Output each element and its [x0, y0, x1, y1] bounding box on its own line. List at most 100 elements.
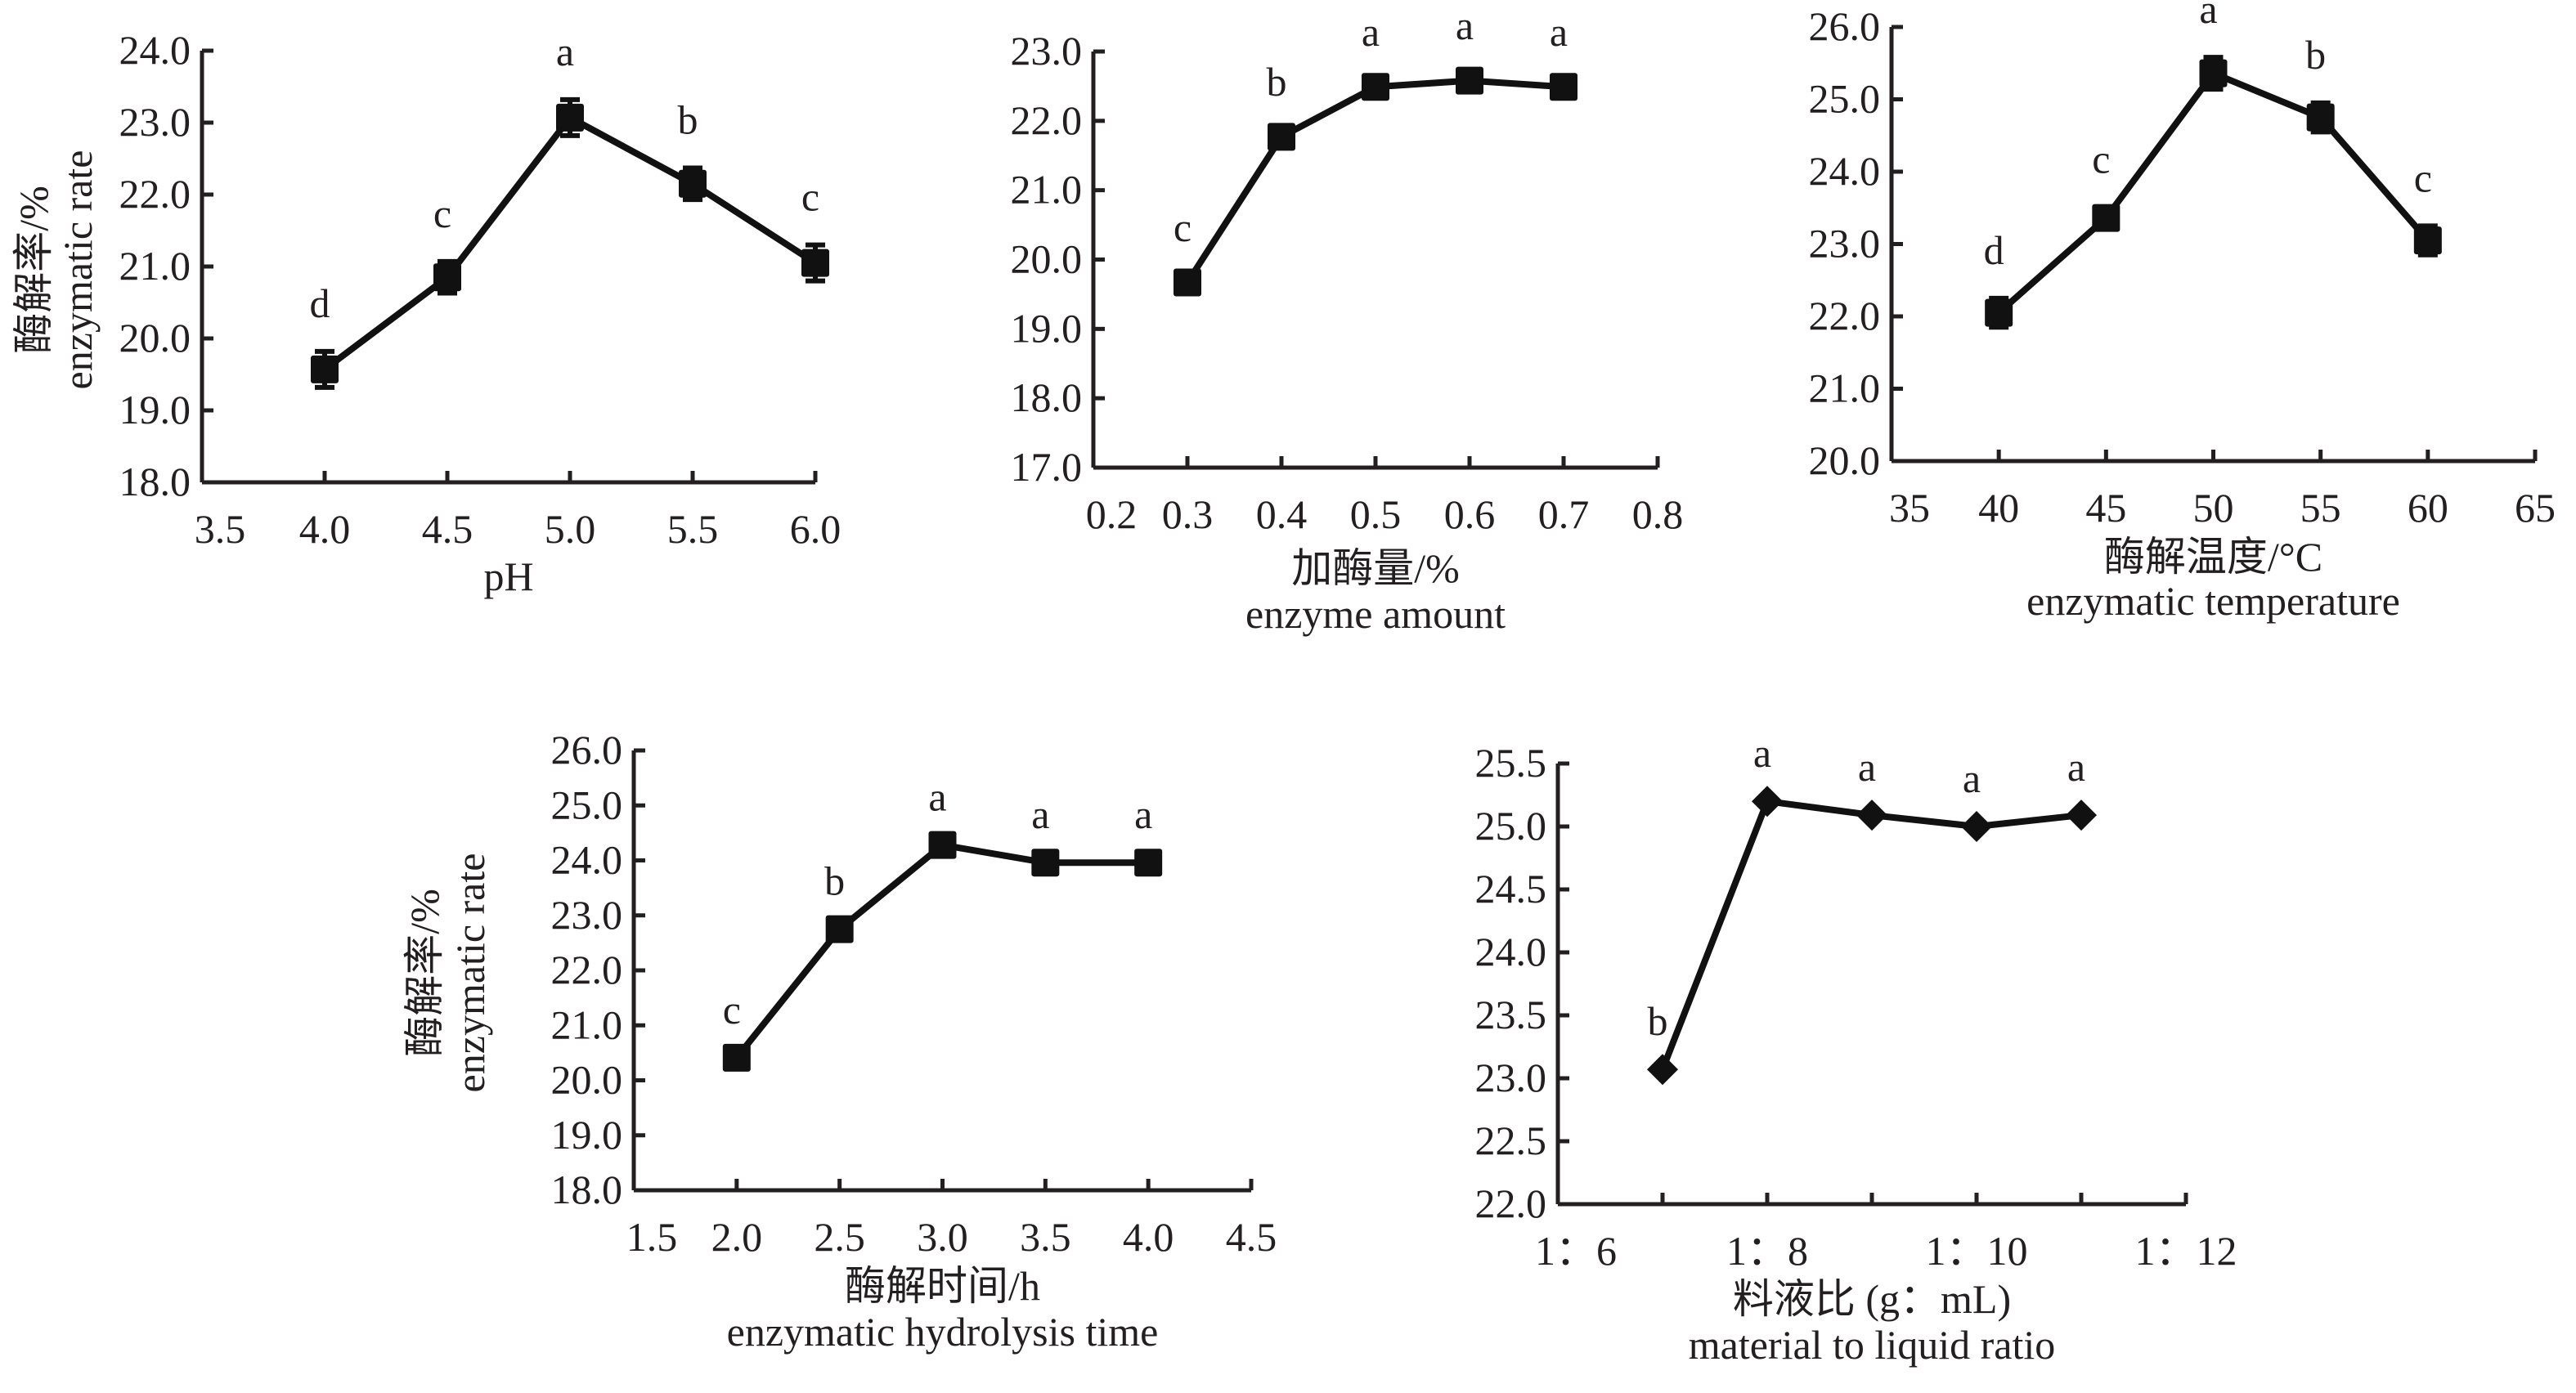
- y-tick-label: 22.0: [1475, 1180, 1547, 1226]
- y-tick-label: 25.0: [1809, 76, 1881, 122]
- significance-letter: c: [2092, 136, 2110, 181]
- series-line: [1184, 77, 1564, 284]
- data-point: [1856, 800, 1887, 831]
- y-tick-label: 18.0: [119, 459, 191, 504]
- significance-letter: c: [723, 987, 741, 1032]
- significance-letter: a: [1963, 755, 1981, 801]
- y-tick-label: 20.0: [1809, 437, 1881, 483]
- significance-letter: c: [801, 174, 819, 220]
- x-tick-label: 0.3: [1162, 491, 1214, 537]
- y-tick-label: 24.5: [1475, 866, 1547, 911]
- y-axis-title-cn: 酶解率/%: [11, 186, 56, 354]
- significance-letter: c: [433, 190, 451, 236]
- data-point: [1362, 73, 1389, 101]
- x-tick-label: 0.6: [1444, 491, 1496, 537]
- x-tick-label: 1.5: [626, 1214, 678, 1260]
- significance-letter: c: [1174, 204, 1192, 250]
- x-tick-label: 40: [1978, 485, 2019, 531]
- y-tick-label: 21.0: [551, 1001, 623, 1047]
- y-tick-label: 22.0: [119, 171, 191, 217]
- data-point: [1985, 298, 2013, 327]
- y-tick-label: 21.0: [119, 243, 191, 289]
- data-point: [311, 355, 339, 383]
- data-point: [1456, 66, 1483, 95]
- x-axis-title-en: enzymatic temperature: [2026, 578, 2400, 624]
- x-tick-label: 5.5: [667, 506, 719, 552]
- data-point: [2066, 800, 2097, 831]
- y-tick-label: 19.0: [1011, 305, 1083, 351]
- y-tick-label: 23.0: [551, 892, 623, 938]
- significance-letter: a: [1456, 2, 1474, 48]
- y-tick-label: 23.5: [1475, 992, 1547, 1037]
- chart-ph: 18.0 19.0 20.0 21.0 22.0 23.0 24.0 3.5 4.0 4.5 5.0…: [11, 27, 841, 599]
- y-tick-label: 22.0: [1011, 97, 1083, 143]
- significance-letter: b: [678, 96, 698, 142]
- y-tick-label: 24.0: [1475, 929, 1547, 974]
- x-tick-label: 65: [2515, 485, 2556, 531]
- x-tick-label: 3.0: [917, 1214, 968, 1260]
- x-axis-title-cn: 酶解温度/°C: [2104, 534, 2322, 580]
- x-tick-label: 50: [2193, 485, 2234, 531]
- y-tick-label: 20.0: [551, 1057, 623, 1103]
- data-point: [679, 169, 707, 198]
- significance-letter: a: [1134, 791, 1152, 837]
- x-tick-label: 4.0: [299, 506, 351, 552]
- series-line: [1996, 69, 2430, 316]
- x-tick-label: 2.0: [711, 1214, 763, 1260]
- data-point: [1134, 849, 1163, 877]
- y-tick-label: 20.0: [119, 315, 191, 361]
- x-tick-label: 55: [2300, 485, 2341, 531]
- y-tick-label: 23.0: [1475, 1055, 1547, 1100]
- x-axis-title-cn: 加酶量/%: [1291, 545, 1460, 591]
- significance-letter: a: [556, 29, 574, 74]
- x-axis-title-en: enzyme amount: [1245, 591, 1506, 637]
- data-point: [556, 103, 584, 132]
- significance-letter: a: [1858, 744, 1876, 790]
- y-tick-label: 24.0: [119, 27, 191, 73]
- data-point: [2199, 59, 2228, 87]
- y-tick-label: 21.0: [1809, 365, 1881, 411]
- data-point: [1550, 73, 1577, 101]
- x-axis-title-en: enzymatic hydrolysis time: [727, 1309, 1159, 1355]
- data-point: [928, 831, 957, 859]
- y-tick-label: 24.0: [1809, 148, 1881, 194]
- y-tick-label: 19.0: [551, 1112, 623, 1158]
- x-tick-label: 1：12: [2135, 1228, 2237, 1274]
- significance-letter: a: [1362, 9, 1380, 55]
- significance-letter: a: [1550, 9, 1568, 55]
- significance-letter: b: [1648, 998, 1668, 1044]
- series-line: [322, 114, 818, 372]
- x-tick-label: 3.5: [195, 506, 246, 552]
- y-tick-label: 25.5: [1475, 740, 1547, 786]
- y-tick-label: 24.0: [551, 837, 623, 883]
- y-tick-label: 26.0: [1809, 3, 1881, 49]
- x-tick-label: 2.5: [814, 1214, 865, 1260]
- data-point: [2413, 226, 2442, 255]
- data-point: [1961, 811, 1992, 842]
- significance-letter: a: [928, 774, 946, 820]
- y-tick-label: 18.0: [1011, 374, 1083, 420]
- x-tick-label: 60: [2408, 485, 2448, 531]
- chart-time: 18.0 19.0 20.0 21.0 22.0 23.0 24.0 25.0 26.0 1.5 2…: [402, 727, 1277, 1355]
- significance-letter: a: [1031, 791, 1049, 837]
- y-tick-label: 21.0: [1011, 167, 1083, 213]
- x-tick-label: 45: [2085, 485, 2126, 531]
- data-point: [2092, 204, 2120, 232]
- x-tick-label: 0.4: [1256, 491, 1308, 537]
- x-axis-title-en: pH: [483, 553, 533, 599]
- y-tick-label: 25.0: [551, 782, 623, 827]
- chart-ratio: 22.0 22.5 23.0 23.5 24.0 24.5 25.0 25.5 1：6 1：8 1：…: [1475, 730, 2237, 1368]
- x-tick-label: 6.0: [790, 506, 841, 552]
- series-line: [734, 841, 1149, 1060]
- x-tick-label: 4.0: [1123, 1214, 1174, 1260]
- x-tick-label: 1：10: [1926, 1228, 2028, 1274]
- y-axis-title-cn: 酶解率/%: [402, 889, 447, 1057]
- y-tick-label: 23.0: [119, 99, 191, 145]
- y-tick-label: 18.0: [551, 1167, 623, 1212]
- x-axis-title-en: material to liquid ratio: [1689, 1322, 2056, 1368]
- data-point: [1031, 849, 1060, 877]
- y-axis-title-en: enzymatic rate: [447, 853, 493, 1093]
- significance-letter: a: [2067, 744, 2085, 790]
- y-tick-label: 22.0: [1809, 293, 1881, 338]
